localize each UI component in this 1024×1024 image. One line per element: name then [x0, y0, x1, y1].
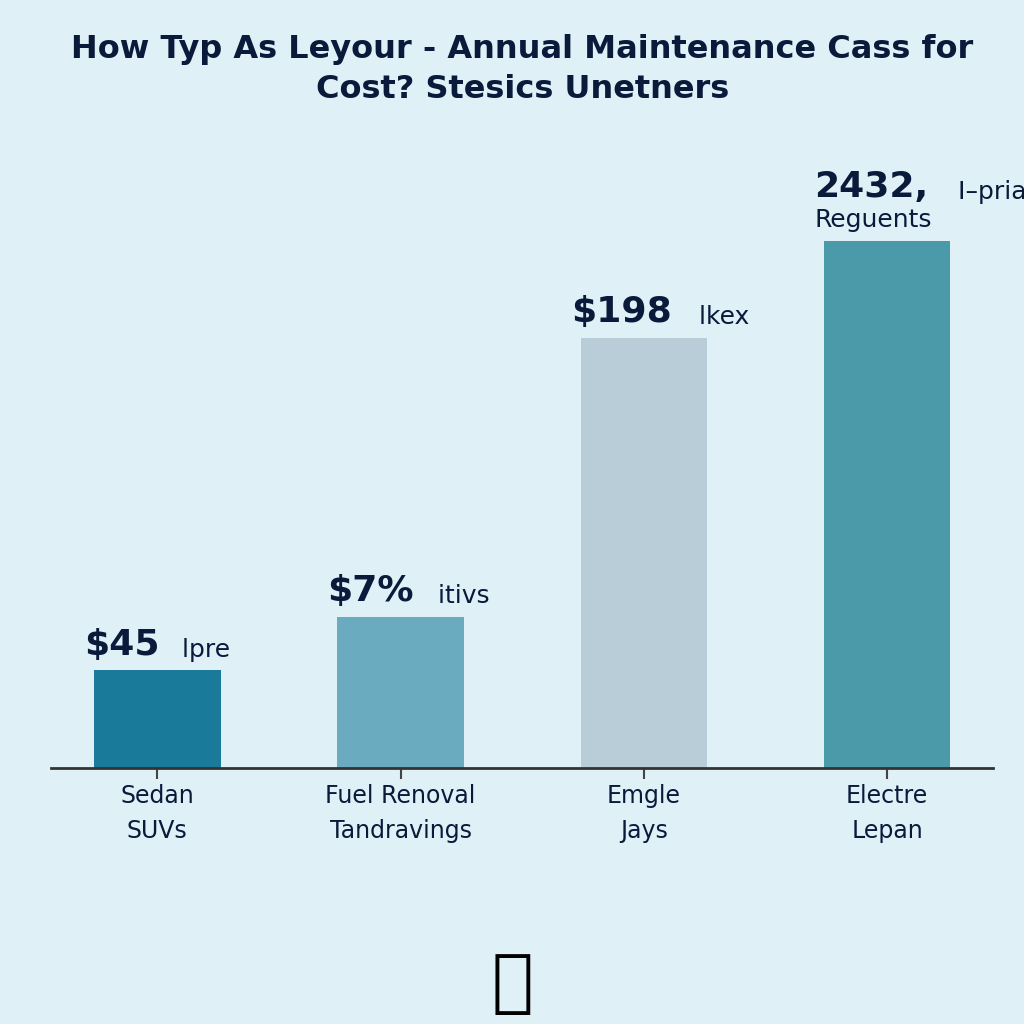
Text: I–pria: I–pria	[949, 180, 1024, 205]
Title: How Typ As Leyour - Annual Maintenance Cass for
Cost? Stesics Unetners: How Typ As Leyour - Annual Maintenance C…	[71, 34, 974, 105]
Text: $7%: $7%	[328, 573, 414, 608]
Text: $198: $198	[571, 296, 672, 330]
Text: itivs: itivs	[430, 584, 489, 608]
Text: 2432,: 2432,	[814, 170, 929, 205]
Bar	[581, 338, 708, 768]
Text: Reguents: Reguents	[814, 208, 932, 231]
Text: lkex: lkex	[690, 305, 749, 330]
Text: $45: $45	[84, 628, 160, 662]
Text: 🚙: 🚙	[492, 949, 532, 1017]
Text: lpre: lpre	[174, 638, 230, 662]
Bar	[824, 241, 950, 768]
Bar	[94, 671, 220, 768]
Bar	[337, 616, 464, 768]
